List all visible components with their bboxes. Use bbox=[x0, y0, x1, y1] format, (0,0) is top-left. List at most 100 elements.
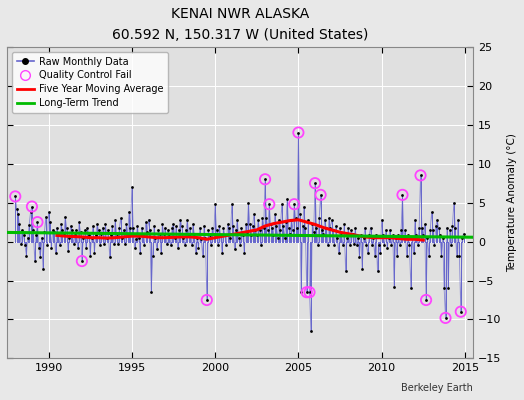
Point bbox=[41, 214, 50, 220]
Point bbox=[322, 224, 330, 231]
Point bbox=[61, 214, 69, 220]
Point bbox=[434, 224, 443, 231]
Point bbox=[229, 223, 237, 229]
Point bbox=[110, 241, 118, 247]
Point bbox=[440, 285, 449, 292]
Point bbox=[28, 203, 36, 210]
Point bbox=[314, 242, 322, 249]
Point bbox=[283, 196, 291, 202]
Point bbox=[393, 252, 401, 259]
Point bbox=[77, 229, 85, 236]
Point bbox=[402, 252, 411, 259]
Point bbox=[119, 227, 128, 233]
Point bbox=[156, 231, 164, 237]
Point bbox=[133, 223, 141, 229]
Point bbox=[34, 219, 42, 225]
Point bbox=[429, 227, 437, 233]
Point bbox=[444, 285, 453, 292]
Point bbox=[126, 224, 135, 231]
Point bbox=[36, 254, 45, 260]
Point bbox=[64, 248, 72, 254]
Point bbox=[219, 224, 227, 231]
Point bbox=[340, 221, 348, 228]
Point bbox=[242, 221, 250, 228]
Point bbox=[339, 242, 347, 249]
Point bbox=[73, 245, 82, 251]
Point bbox=[296, 211, 304, 218]
Point bbox=[53, 224, 61, 231]
Point bbox=[204, 227, 212, 233]
Point bbox=[35, 245, 43, 251]
Point bbox=[11, 193, 19, 200]
Point bbox=[441, 315, 450, 321]
Point bbox=[103, 234, 111, 241]
Point bbox=[72, 227, 81, 233]
Point bbox=[311, 180, 319, 186]
Point bbox=[291, 215, 300, 222]
Point bbox=[244, 200, 253, 206]
Point bbox=[25, 222, 34, 228]
Point bbox=[433, 216, 441, 223]
Point bbox=[373, 268, 381, 274]
Point bbox=[302, 289, 311, 296]
Point bbox=[146, 227, 154, 233]
Point bbox=[268, 224, 276, 231]
Point bbox=[408, 234, 417, 241]
Point bbox=[124, 231, 132, 237]
Point bbox=[261, 176, 269, 182]
Point bbox=[135, 234, 143, 241]
Point bbox=[15, 221, 24, 228]
Point bbox=[136, 250, 145, 256]
Point bbox=[297, 289, 305, 296]
Point bbox=[47, 245, 56, 251]
Point bbox=[152, 246, 161, 252]
Point bbox=[40, 229, 49, 236]
Point bbox=[189, 221, 197, 228]
Point bbox=[422, 297, 430, 303]
Point bbox=[218, 250, 226, 256]
Point bbox=[93, 221, 101, 228]
Point bbox=[182, 227, 190, 233]
Point bbox=[51, 250, 60, 256]
Point bbox=[79, 234, 88, 241]
Point bbox=[60, 232, 68, 238]
Point bbox=[370, 252, 379, 259]
Point bbox=[163, 227, 172, 233]
Point bbox=[141, 219, 150, 225]
Point bbox=[222, 242, 231, 249]
Title: KENAI NWR ALASKA
60.592 N, 150.317 W (United States): KENAI NWR ALASKA 60.592 N, 150.317 W (Un… bbox=[112, 7, 368, 42]
Point bbox=[362, 242, 370, 249]
Point bbox=[82, 245, 90, 251]
Point bbox=[454, 216, 462, 223]
Point bbox=[400, 234, 408, 241]
Point bbox=[255, 227, 264, 233]
Point bbox=[201, 234, 210, 241]
Point bbox=[231, 246, 239, 252]
Point bbox=[215, 223, 223, 229]
Point bbox=[282, 219, 290, 225]
Point bbox=[183, 216, 192, 223]
Point bbox=[269, 232, 278, 238]
Point bbox=[115, 224, 124, 231]
Point bbox=[432, 223, 440, 229]
Point bbox=[391, 234, 400, 241]
Point bbox=[212, 227, 221, 233]
Point bbox=[11, 193, 19, 200]
Y-axis label: Temperature Anomaly (°C): Temperature Anomaly (°C) bbox=[507, 133, 517, 272]
Point bbox=[351, 224, 359, 231]
Point bbox=[246, 221, 254, 228]
Point bbox=[88, 234, 96, 241]
Point bbox=[401, 227, 409, 233]
Point bbox=[200, 223, 208, 229]
Point bbox=[319, 231, 328, 237]
Point bbox=[235, 234, 243, 241]
Point bbox=[328, 216, 336, 223]
Point bbox=[112, 231, 121, 237]
Point bbox=[243, 229, 251, 236]
Point bbox=[350, 241, 358, 247]
Point bbox=[108, 223, 117, 229]
Point bbox=[315, 215, 323, 222]
Point bbox=[19, 232, 28, 238]
Point bbox=[417, 172, 425, 178]
Point bbox=[452, 252, 461, 259]
